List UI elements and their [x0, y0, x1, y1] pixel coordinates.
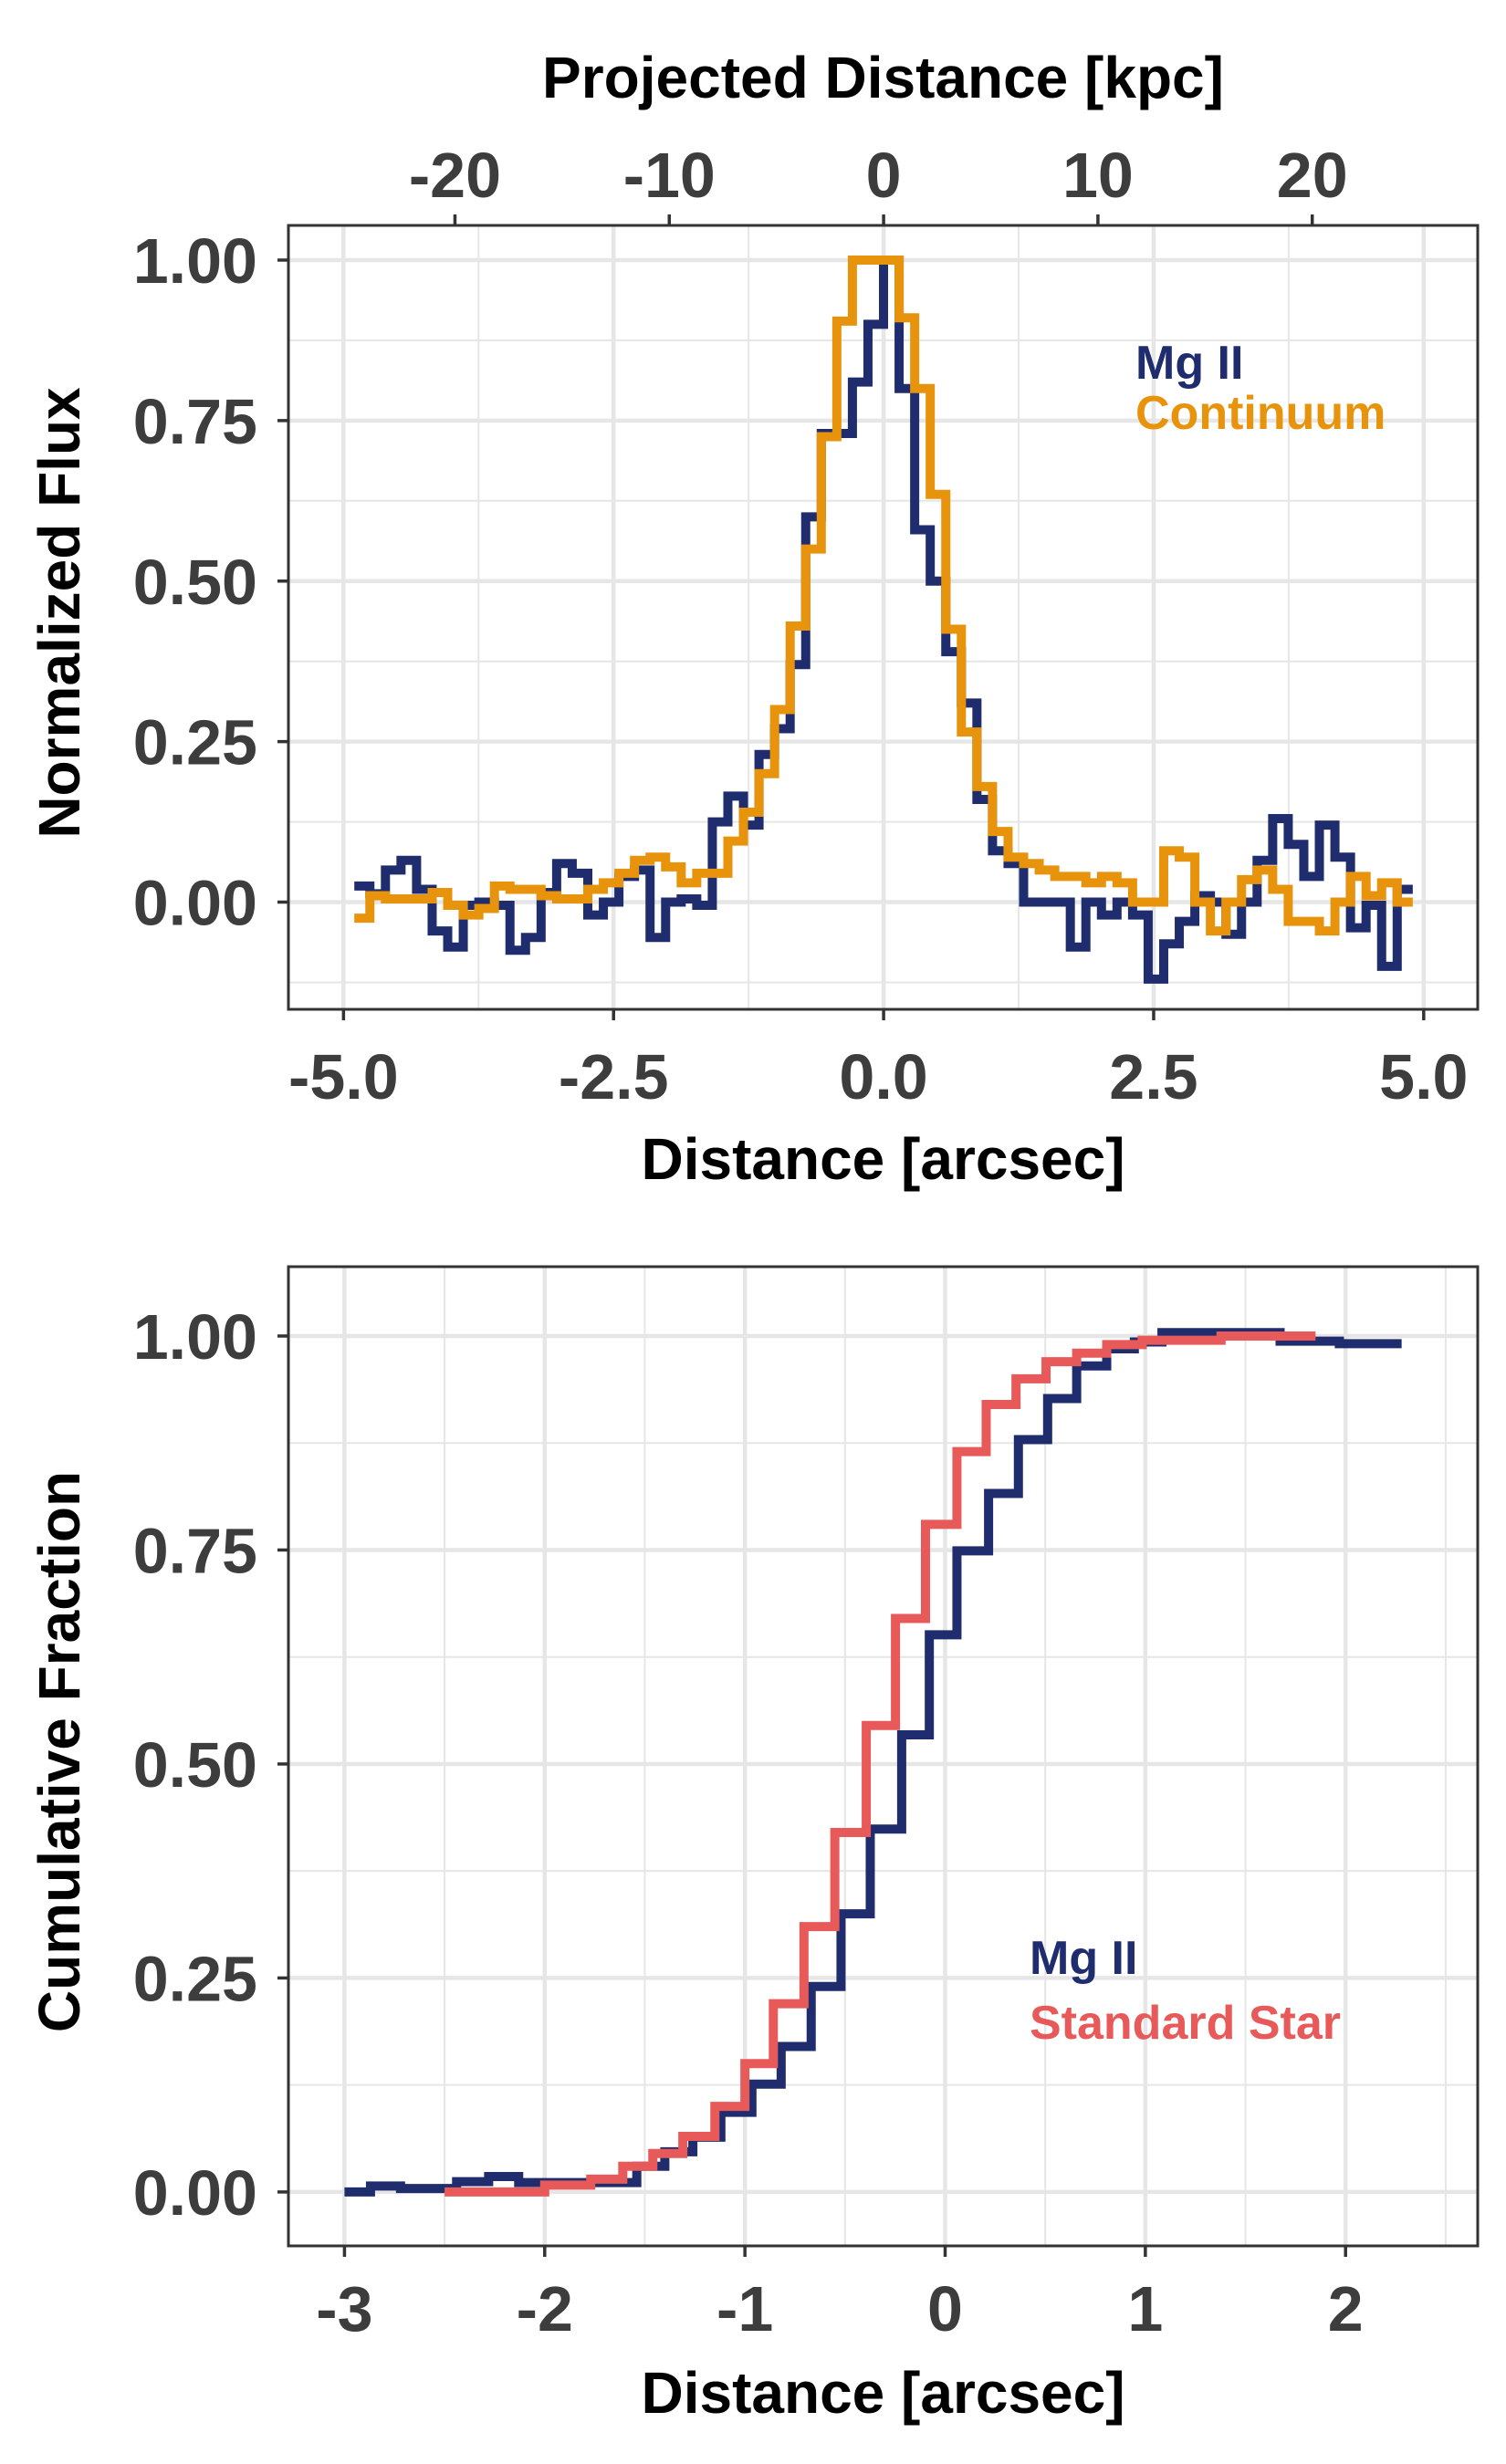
x-tick-label: 2.5: [1109, 1041, 1197, 1112]
top-x-tick-label: -10: [623, 140, 716, 211]
top-x-tick-label: -20: [409, 140, 501, 211]
y-axis-title: Normalized Flux: [26, 387, 92, 839]
flux-profile-panel: -5.0 -2.5 0.0 2.5 5.0 0.00 0.25 0.50 0.75 1.00 Dis…: [26, 45, 1480, 1192]
x-tick-label: -5.0: [288, 1041, 399, 1112]
legend-label: Standard Star: [1030, 1997, 1341, 2050]
y-tick-label: 1.00: [133, 1301, 257, 1373]
cumulative-fraction-panel: -3 -2 -1 0 1 2 0.00 0.25 0.50 0.75 1.00 Distance [a…: [26, 1265, 1480, 2426]
x-tick-label: 0: [927, 2273, 963, 2344]
y-tick-label: 0.00: [133, 868, 257, 939]
plot-frame: [287, 1265, 1480, 2248]
legend-label: Mg II: [1030, 1932, 1137, 1985]
x-tick-label: -2: [517, 2273, 573, 2344]
x-tick-label: 1: [1127, 2273, 1163, 2344]
x-axis-title: Distance [arcsec]: [641, 2360, 1124, 2426]
series-line-continuum: [354, 255, 1413, 936]
x-tick-label: 0.0: [839, 1041, 927, 1112]
legend-label: Continuum: [1135, 387, 1386, 440]
y-tick-label: 0.25: [133, 1943, 257, 2014]
x-tick-label: -3: [316, 2273, 372, 2344]
legend-label: Mg II: [1135, 337, 1243, 390]
top-x-axis-title: Projected Distance [kpc]: [542, 45, 1224, 110]
y-tick-label: 0.50: [133, 547, 257, 618]
x-tick-label: -1: [716, 2273, 773, 2344]
x-tick-label: 2: [1328, 2273, 1364, 2344]
y-tick-label: 0.75: [133, 1515, 257, 1586]
y-tick-label: 0.00: [133, 2157, 257, 2229]
top-x-tick-label: 10: [1062, 140, 1134, 211]
top-x-tick-label: 20: [1277, 140, 1348, 211]
series-line-standard-star: [444, 1331, 1316, 2197]
x-tick-label: -2.5: [559, 1041, 669, 1112]
x-axis-title: Distance [arcsec]: [641, 1126, 1124, 1192]
y-tick-label: 0.75: [133, 386, 257, 457]
top-x-tick-label: 0: [866, 140, 902, 211]
y-tick-label: 0.50: [133, 1729, 257, 1801]
y-axis-title: Cumulative Fraction: [26, 1471, 92, 2032]
x-tick-label: 5.0: [1379, 1041, 1468, 1112]
y-tick-label: 1.00: [133, 225, 257, 297]
series-line-mg-ii: [354, 255, 1413, 984]
y-tick-label: 0.25: [133, 707, 257, 778]
